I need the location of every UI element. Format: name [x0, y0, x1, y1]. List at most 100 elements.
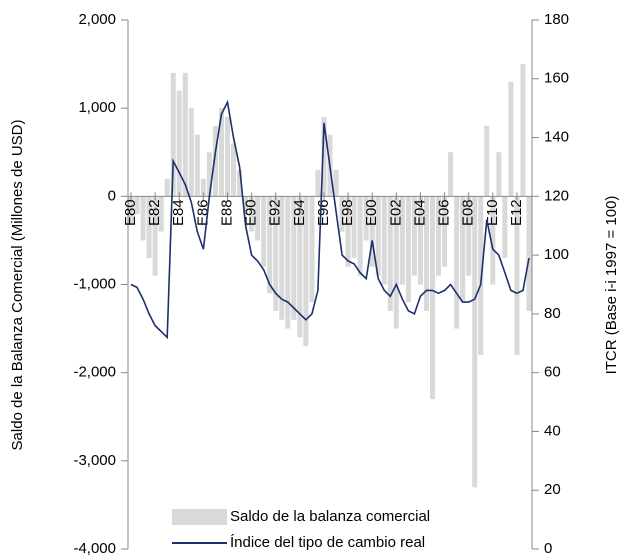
bar: [218, 108, 224, 197]
x-tick-label: E80: [122, 199, 139, 226]
y2-tick-label: 100: [544, 246, 569, 263]
x-tick-label: E92: [267, 199, 284, 226]
y2-tick-label: 60: [544, 364, 561, 381]
bar: [508, 81, 514, 197]
bar: [261, 196, 267, 267]
bar: [315, 169, 321, 197]
legend-label: Índice del tipo de cambio real: [230, 534, 425, 551]
bar: [514, 196, 520, 356]
bar: [466, 196, 472, 276]
bar: [351, 196, 357, 259]
y-tick-label: -1,000: [73, 275, 116, 292]
bar: [146, 196, 152, 259]
bar: [429, 196, 436, 400]
bar: [182, 72, 188, 197]
x-tick-label: E10: [484, 199, 501, 226]
bar: [345, 196, 351, 267]
x-tick-label: E02: [387, 199, 404, 226]
x-tick-label: E96: [315, 199, 332, 226]
x-tick-label: E00: [363, 199, 380, 226]
y2-tick-label: 120: [544, 187, 569, 204]
bar: [448, 152, 454, 197]
bar: [363, 196, 369, 241]
bar: [255, 196, 261, 241]
y-tick-label: -2,000: [73, 364, 116, 381]
bar: [158, 196, 164, 232]
y-tick-label: 0: [108, 187, 116, 204]
x-tick-label: E12: [508, 199, 525, 226]
bar: [472, 196, 478, 488]
bar: [387, 196, 393, 311]
bar: [243, 196, 249, 214]
x-tick-label: E90: [243, 199, 260, 226]
x-tick-label: E94: [291, 199, 308, 226]
bar: [267, 196, 273, 294]
y2-tick-label: 160: [544, 70, 569, 87]
y2-tick-label: 20: [544, 481, 561, 498]
bar: [170, 72, 176, 197]
x-tick-label: E98: [339, 199, 356, 226]
bar: [411, 196, 417, 276]
bar: [152, 196, 158, 276]
bar: [399, 196, 405, 285]
bar: [134, 196, 140, 214]
bar: [339, 196, 345, 232]
y-tick-label: 2,000: [78, 11, 116, 28]
y-tick-label: -3,000: [73, 452, 116, 469]
bar: [249, 196, 255, 232]
bar: [309, 196, 315, 303]
bar: [417, 196, 423, 285]
bar: [224, 116, 231, 197]
bar: [194, 134, 200, 197]
bar: [164, 178, 170, 197]
y-axis-title: Saldo de la Balanza Comercial (Millones …: [9, 120, 26, 451]
x-tick-label: E04: [411, 199, 428, 226]
y2-tick-label: 0: [544, 540, 552, 557]
y2-tick-label: 180: [544, 11, 569, 28]
bar: [442, 196, 448, 267]
bar: [357, 196, 363, 276]
bar: [200, 178, 206, 197]
bar: [381, 196, 387, 285]
bar: [520, 64, 526, 197]
legend-label: Saldo de la balanza comercial: [230, 508, 430, 525]
bar: [369, 196, 375, 267]
y-tick-label: 1,000: [78, 99, 116, 116]
bar: [454, 196, 460, 329]
bar: [423, 196, 429, 311]
y2-tick-label: 140: [544, 129, 569, 146]
bar: [333, 169, 339, 197]
bar: [490, 196, 496, 285]
x-tick-label: E06: [436, 199, 453, 226]
y-tick-label: -4,000: [73, 540, 116, 557]
y2-tick-label: 80: [544, 305, 561, 322]
bar: [206, 152, 212, 197]
bar: [393, 196, 399, 329]
bar: [176, 90, 182, 197]
bar: [128, 196, 134, 223]
bar: [212, 125, 218, 197]
bar: [460, 196, 466, 303]
bar: [436, 196, 442, 276]
bar: [279, 196, 285, 320]
bar: [375, 196, 381, 276]
y2-tick-label: 40: [544, 422, 561, 439]
bar: [273, 196, 279, 311]
bar: [321, 116, 327, 197]
bar: [303, 196, 309, 347]
bar: [405, 196, 411, 303]
legend-swatch: [172, 509, 227, 525]
bar: [140, 196, 146, 241]
bar: [188, 108, 194, 197]
bar: [502, 196, 508, 259]
bar: [285, 196, 291, 329]
bar: [484, 125, 490, 197]
x-tick-label: E82: [146, 199, 163, 226]
bar: [526, 196, 532, 311]
x-tick-label: E84: [170, 199, 187, 226]
bar: [291, 196, 297, 320]
line: [130, 99, 530, 340]
bar: [297, 196, 303, 338]
x-tick-label: E08: [460, 199, 477, 226]
